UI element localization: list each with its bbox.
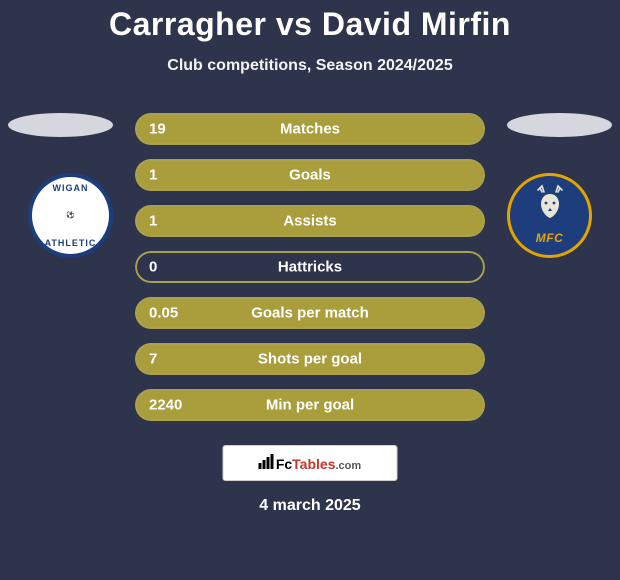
stat-label: Min per goal: [266, 397, 354, 414]
stat-row: 19 Matches: [135, 113, 485, 145]
branding-bars-icon: [259, 454, 274, 469]
stat-row: 1 Assists: [135, 205, 485, 237]
team-left-crest-icon: ⚽: [66, 212, 75, 219]
stat-value-left: 2240: [149, 397, 182, 414]
stat-value-left: 0: [149, 259, 157, 276]
stat-row: 0 Hattricks: [135, 251, 485, 283]
stat-row: 2240 Min per goal: [135, 389, 485, 421]
team-badge-right: MFC: [507, 173, 592, 258]
team-badge-left: WIGAN ⚽ ATHLETIC: [28, 173, 113, 258]
stat-label: Shots per goal: [258, 351, 362, 368]
stat-label: Hattricks: [278, 259, 342, 276]
branding-badge: FcTables.com: [223, 445, 398, 481]
stat-label: Goals: [289, 167, 331, 184]
date-label: 4 march 2025: [259, 497, 360, 515]
stat-label: Matches: [280, 121, 340, 138]
comparison-content: WIGAN ⚽ ATHLETIC MFC 19 Matches 1 Goals 1 Ass…: [0, 95, 620, 580]
stat-label: Goals per match: [251, 305, 369, 322]
branding-dotcom: .com: [335, 460, 361, 472]
stat-row: 0.05 Goals per match: [135, 297, 485, 329]
stat-row: 7 Shots per goal: [135, 343, 485, 375]
stat-value-left: 0.05: [149, 305, 178, 322]
stat-rows: 19 Matches 1 Goals 1 Assists 0 Hattricks 0.05 Goa…: [135, 113, 485, 421]
team-right-abbrev: MFC: [536, 231, 564, 245]
player-head-right: [507, 113, 612, 137]
player-head-left: [8, 113, 113, 137]
team-left-bottom-text: ATHLETIC: [32, 238, 109, 248]
stat-row: 1 Goals: [135, 159, 485, 191]
stat-value-left: 1: [149, 213, 157, 230]
branding-tables: Tables: [292, 456, 335, 472]
stag-icon: [530, 184, 570, 227]
branding-fc: Fc: [276, 456, 292, 472]
stat-value-left: 7: [149, 351, 157, 368]
page-title: Carragher vs David Mirfin: [109, 6, 511, 43]
stat-value-left: 1: [149, 167, 157, 184]
stat-value-left: 19: [149, 121, 166, 138]
stat-label: Assists: [283, 213, 336, 230]
page-subtitle: Club competitions, Season 2024/2025: [167, 57, 452, 75]
team-left-top-text: WIGAN: [32, 183, 109, 193]
